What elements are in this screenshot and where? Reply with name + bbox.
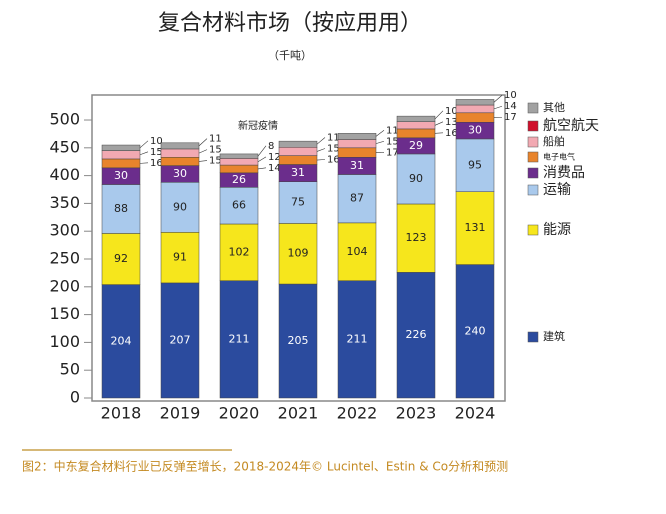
y-tick-label: 200 [49,276,80,295]
x-tick-label: 2020 [219,404,260,423]
value-label: 29 [409,139,423,152]
value-label: 240 [465,324,486,337]
value-label: 92 [114,252,128,265]
value-label: 8 [268,141,274,152]
y-tick-label: 250 [49,249,80,268]
value-label: 88 [114,202,128,215]
legend-swatch [528,103,538,113]
value-label: 10 [504,90,517,101]
value-label: 66 [232,199,246,212]
legend-label: 航空航天 [543,118,599,134]
bar-segment [397,116,435,122]
y-tick-label: 350 [49,193,80,212]
value-label: 75 [291,196,305,209]
x-tick-label: 2018 [101,404,142,423]
value-label: 95 [468,158,482,171]
bar-segment [338,139,376,147]
value-label: 205 [288,334,309,347]
legend-swatch [528,121,538,131]
bar-segment [456,105,494,113]
legend-label: 建筑 [543,329,565,343]
bar-segment [220,158,258,165]
bar-segment [102,151,140,159]
value-label: 204 [111,334,132,347]
caption: 图2：中东复合材料行业已反弹至增长，2018-2024年© Lucintel、E… [22,459,508,474]
bar-segment [161,157,199,165]
legend-swatch [528,332,538,342]
value-label: 87 [350,192,364,205]
value-label: 17 [504,112,517,123]
value-label: 90 [409,172,423,185]
value-label: 31 [350,159,364,172]
value-label: 207 [170,333,191,346]
bar-segment [456,99,494,105]
legend-label: 运输 [543,182,571,198]
chart-title: 复合材料市场（按应用用） [158,11,422,36]
bar-segment [456,113,494,122]
bar-segment [397,129,435,138]
value-label: 91 [173,251,187,264]
value-label: 30 [468,124,482,137]
value-label: 123 [406,231,427,244]
legend-swatch [528,168,538,178]
value-label: 26 [232,173,246,186]
bar-segment [220,154,258,158]
value-label: 14 [504,101,517,112]
bar-segment [338,133,376,139]
x-tick-label: 2022 [337,404,378,423]
bar-segment [397,122,435,129]
x-tick-label: 2024 [455,404,496,423]
x-tick-label: 2021 [278,404,319,423]
legend-swatch [528,185,538,195]
legend-label: 电子电气 [543,152,575,162]
value-label: 102 [229,245,250,258]
value-label: 211 [347,332,368,345]
legend-swatch [528,152,538,162]
bar-segment [102,145,140,151]
value-label: 109 [288,247,309,260]
x-tick-label: 2023 [396,404,437,423]
y-tick-label: 500 [49,110,80,129]
bar-segment [279,141,317,147]
value-label: 11 [209,134,222,145]
chart-subtitle: （千吨） [268,49,312,62]
y-tick-label: 100 [49,332,80,351]
legend-swatch [528,137,538,147]
value-label: 131 [465,221,486,234]
y-tick-label: 300 [49,221,80,240]
value-label: 30 [114,169,128,182]
bar-segment [161,149,199,157]
x-tick-label: 2019 [160,404,201,423]
value-label: 211 [229,332,250,345]
value-label: 104 [347,245,368,258]
value-label: 226 [406,328,427,341]
y-tick-label: 450 [49,137,80,156]
bar-segment [220,165,258,173]
y-tick-label: 400 [49,165,80,184]
bar-segment [161,143,199,149]
bar-segment [279,147,317,155]
value-label: 90 [173,200,187,213]
legend-label: 其他 [543,101,565,114]
value-label: 30 [173,167,187,180]
legend-label: 消费品 [543,165,585,181]
legend-label: 能源 [543,222,571,238]
value-label: 31 [291,166,305,179]
legend-label: 船舶 [543,134,565,148]
bar-segment [279,156,317,165]
bar-segment [102,159,140,168]
y-tick-label: 0 [70,388,80,407]
bar-segment [338,148,376,157]
y-tick-label: 150 [49,304,80,323]
legend-swatch [528,225,538,235]
annotation: 新冠疫情 [238,119,278,132]
y-tick-label: 50 [60,360,80,379]
